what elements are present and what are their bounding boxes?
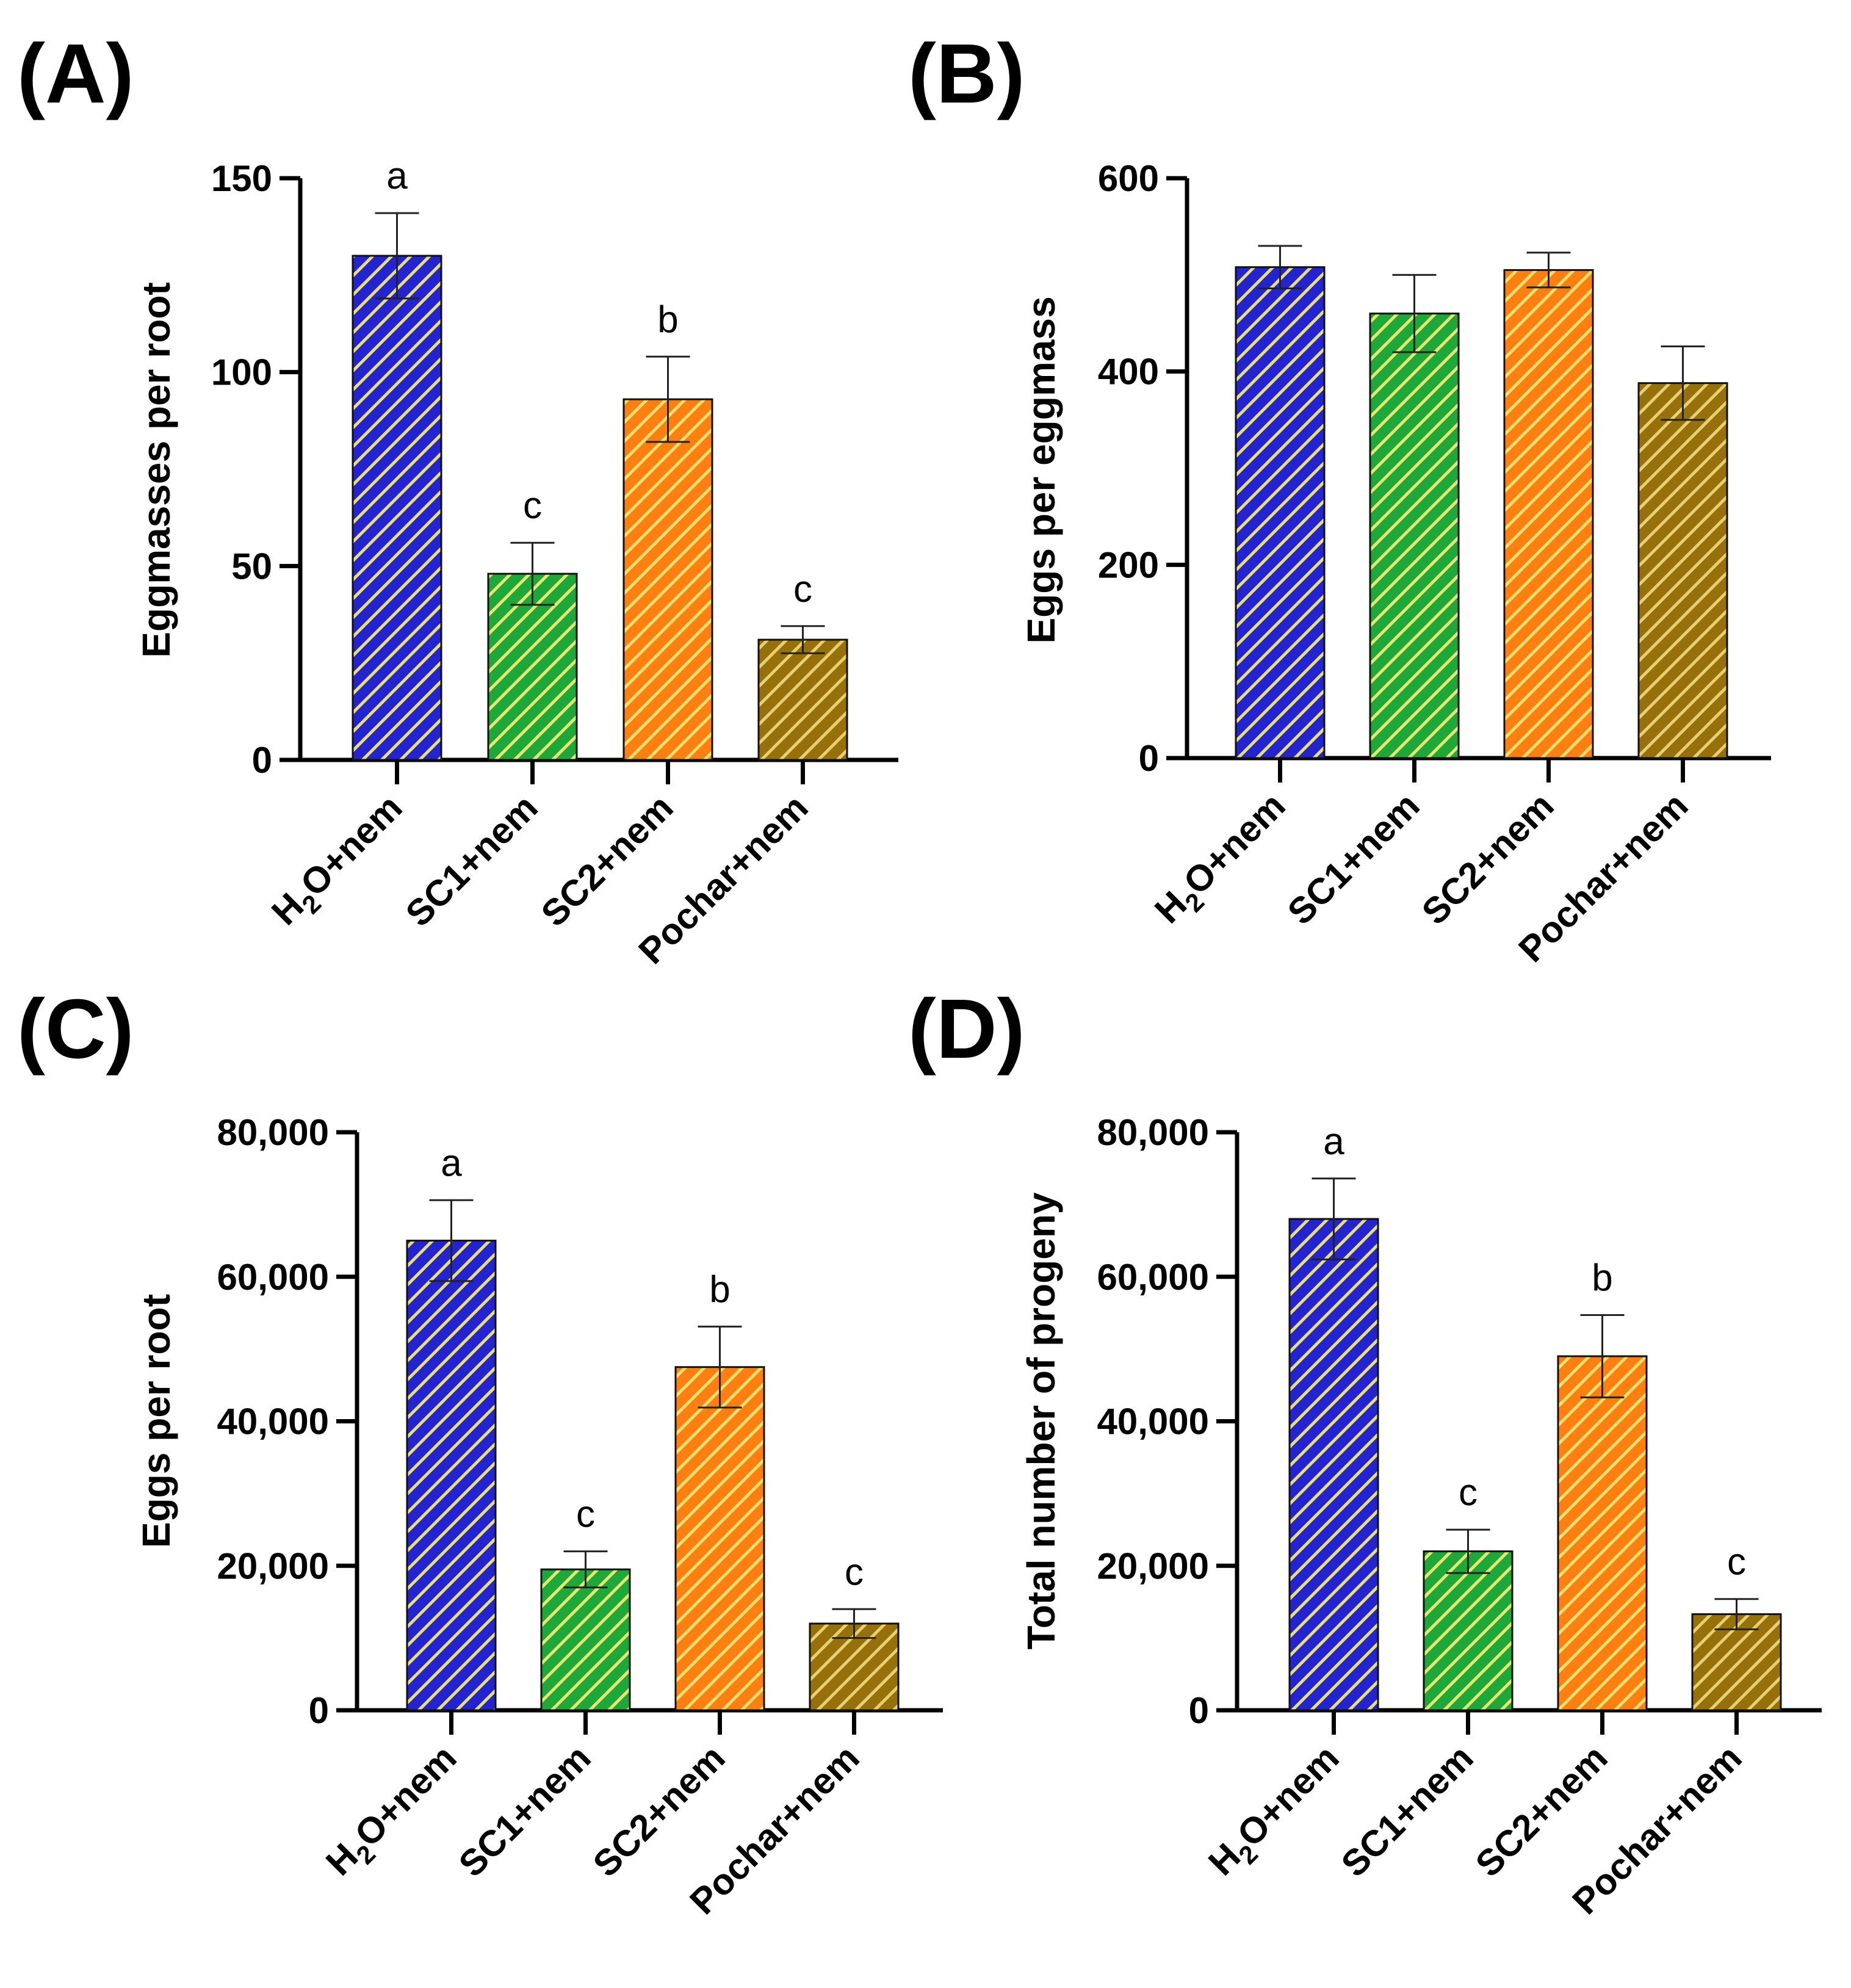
panel-label-d: (D) (908, 982, 1025, 1076)
bar (1288, 1218, 1379, 1711)
x-tick-label: SC2+nem (533, 787, 681, 934)
x-tick-label: SC2+nem (1414, 785, 1562, 933)
x-tick-label: H2O+nem (264, 787, 415, 938)
panel-label-a: (A) (17, 27, 134, 121)
significance-label: c (523, 485, 542, 527)
x-tick-label: SC2+nem (585, 1737, 733, 1885)
bar (1637, 382, 1728, 759)
y-axis-title-c: Eggs per root (134, 1294, 178, 1548)
x-tick-label: SC1+nem (1280, 785, 1427, 933)
error-bar (510, 541, 555, 606)
error-bar (1312, 1177, 1356, 1260)
x-tick-label: H2O+nem (1200, 1737, 1352, 1889)
chart-d: 0 20,000 40,000 60,000 80,000 a H2O+nem c SC1+ne… (1097, 1112, 1822, 1922)
error-bar (1661, 345, 1705, 421)
y-tick-label: 100 (211, 352, 272, 393)
error-bar (832, 1608, 876, 1639)
significance-label: c (845, 1551, 864, 1593)
significance-label: c (1459, 1472, 1478, 1514)
chart-c: 0 20,000 40,000 60,000 80,000 a H2O+nem c SC1+ne… (217, 1112, 943, 1922)
error-bar (646, 355, 690, 443)
bar (757, 638, 848, 761)
y-tick-label: 400 (1098, 352, 1159, 392)
y-tick-label: 60,000 (217, 1257, 329, 1298)
y-axis-title-d: Total number of progeny (1019, 1192, 1063, 1649)
panel-a: (A) Eggmasses per root 0 50 100 150 a H2O+nem… (17, 27, 898, 972)
panel-d: (D) Total number of progeny 0 20,000 40,00… (908, 982, 1822, 1922)
significance-label: a (1323, 1121, 1344, 1163)
error-bar (1580, 1314, 1625, 1398)
significance-label: c (1727, 1541, 1746, 1583)
error-bar (429, 1199, 474, 1282)
error-bar (563, 1550, 608, 1589)
bar (406, 1240, 497, 1711)
panel-c: (C) Eggs per root 0 20,000 40,000 60,000 80,… (17, 982, 943, 1922)
x-tick-label: H2O+nem (318, 1737, 469, 1889)
x-tick-label: SC1+nem (398, 787, 546, 934)
panel-label-c: (C) (17, 982, 134, 1076)
significance-label: c (793, 568, 812, 610)
error-bar (698, 1325, 742, 1409)
bar (674, 1366, 765, 1711)
error-bar (1392, 273, 1437, 353)
y-tick-label: 40,000 (217, 1401, 329, 1442)
bar (1369, 313, 1460, 759)
error-bar (1258, 245, 1302, 289)
error-bar (375, 212, 419, 300)
y-tick-label: 20,000 (1097, 1545, 1209, 1586)
y-tick-label: 50 (231, 546, 272, 587)
y-tick-label: 40,000 (1097, 1401, 1209, 1442)
x-tick-label: SC2+nem (1468, 1737, 1615, 1885)
y-axis-title-b: Eggs per eggmass (1019, 296, 1063, 643)
y-tick-label: 150 (211, 158, 272, 199)
significance-label: b (709, 1268, 730, 1310)
y-tick-label: 0 (309, 1690, 329, 1731)
y-tick-label: 60,000 (1097, 1257, 1209, 1298)
significance-label: b (657, 298, 678, 341)
panel-b: (B) Eggs per eggmass 0200400600H2O+nemSC… (908, 27, 1771, 970)
y-tick-label: 0 (1189, 1690, 1209, 1731)
significance-label: a (386, 155, 408, 197)
error-bar (1526, 251, 1571, 289)
bar (1423, 1550, 1514, 1711)
y-tick-label: 80,000 (217, 1112, 329, 1153)
significance-label: b (1592, 1257, 1612, 1299)
bar (352, 255, 442, 761)
bar (540, 1568, 631, 1711)
y-tick-label: 0 (252, 740, 272, 781)
y-tick-label: 20,000 (217, 1545, 329, 1586)
y-tick-label: 0 (1139, 738, 1159, 779)
error-bar (1446, 1528, 1490, 1574)
error-bar (1714, 1598, 1759, 1630)
y-tick-label: 200 (1098, 544, 1159, 585)
panel-label-b: (B) (908, 27, 1025, 121)
x-tick-label: H2O+nem (1147, 785, 1298, 936)
error-bar (781, 625, 825, 654)
bar (1557, 1355, 1648, 1711)
significance-label: c (576, 1494, 595, 1536)
bar (622, 398, 713, 761)
chart-b: 0200400600H2O+nemSC1+nemSC2+nemPochar+ne… (1098, 158, 1771, 970)
x-tick-label: SC1+nem (451, 1737, 599, 1885)
x-tick-label: SC1+nem (1333, 1737, 1481, 1885)
bar (1503, 269, 1594, 759)
y-tick-label: 80,000 (1097, 1112, 1209, 1153)
y-axis-title-a: Eggmasses per root (134, 282, 178, 657)
significance-label: a (441, 1142, 462, 1184)
y-tick-label: 600 (1098, 158, 1159, 199)
bar (1235, 266, 1326, 759)
